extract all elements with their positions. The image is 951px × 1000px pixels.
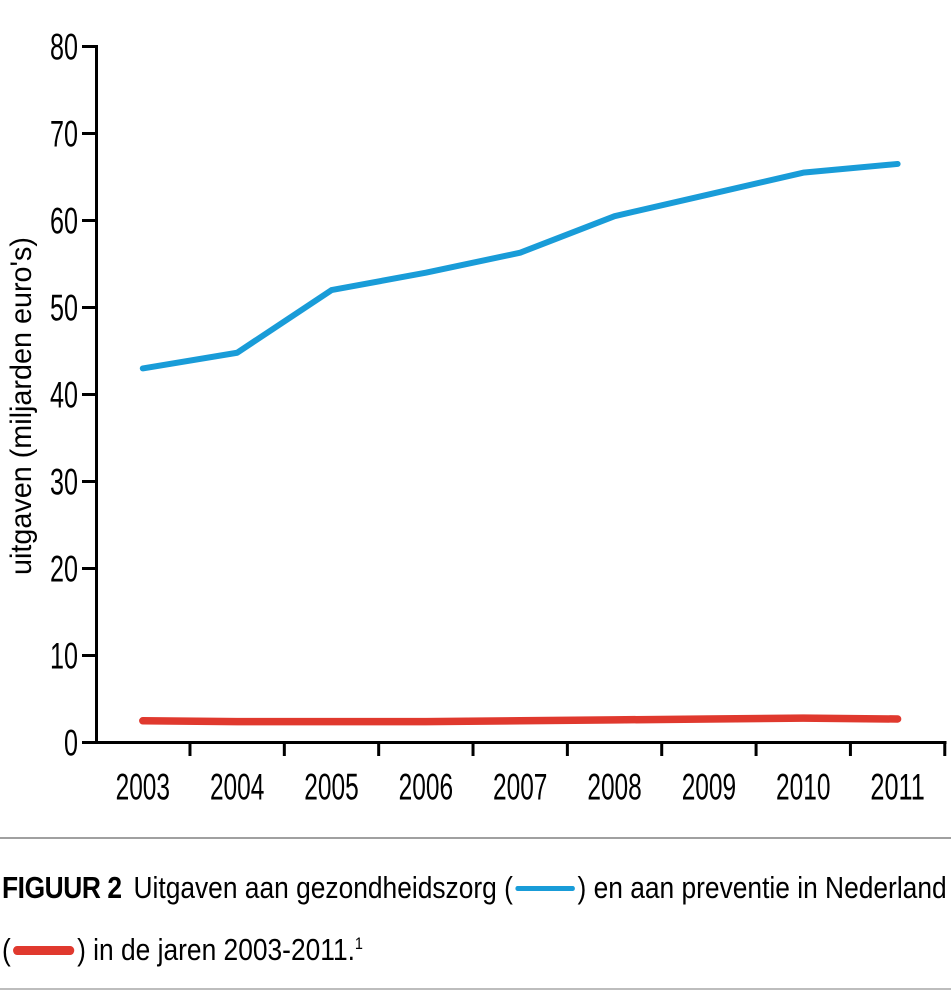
bottom-rule xyxy=(0,988,951,990)
y-axis-title: uitgaven (miljarden euro's) xyxy=(5,237,38,575)
x-tick-label: 2005 xyxy=(304,767,358,808)
y-tick-label: 80 xyxy=(50,27,78,68)
caption-text: Uitgaven aan gezondheidszorg ( xyxy=(133,870,513,905)
series-line-preventie xyxy=(139,714,902,726)
caption-text: ) en aan preventie in Nederland xyxy=(577,870,947,905)
figure-number-label: FIGUUR 2 xyxy=(2,870,122,905)
caption-line-1: FIGUUR 2 Uitgaven aan gezondheidszorg ( ) … xyxy=(2,860,947,916)
x-tick-label: 2004 xyxy=(210,767,264,808)
y-tick-label: 10 xyxy=(50,636,78,677)
y-tick-label: 60 xyxy=(50,201,78,242)
x-tick-label: 2003 xyxy=(116,767,170,808)
x-tick-label: 2008 xyxy=(587,767,641,808)
caption-text: ( xyxy=(2,932,11,967)
y-tick-label: 40 xyxy=(50,375,78,416)
y-tick-label: 20 xyxy=(50,549,78,590)
y-tick-label: 30 xyxy=(50,462,78,503)
footnote-marker: 1 xyxy=(354,934,363,953)
legend-line-preventie-icon xyxy=(13,946,75,955)
plot-series xyxy=(139,160,902,726)
figure-caption: FIGUUR 2 Uitgaven aan gezondheidszorg ( ) … xyxy=(2,860,951,978)
x-tick-label: 2010 xyxy=(776,767,830,808)
series-line-gezondheidszorg xyxy=(139,160,901,372)
caption-text: ) in de jaren 2003-2011. xyxy=(77,932,355,967)
x-tick-label: 2007 xyxy=(493,767,547,808)
y-tick-label: 0 xyxy=(64,723,78,764)
x-tick-label: 2006 xyxy=(399,767,453,808)
y-tick-label: 70 xyxy=(50,114,78,155)
caption-top-rule xyxy=(0,837,951,839)
caption-line-2: ( ) in de jaren 2003-2011.1 xyxy=(2,916,947,978)
x-tick-label: 2011 xyxy=(870,767,924,808)
y-axis: 0 10 20 30 40 50 60 70 80 xyxy=(50,27,95,764)
x-tick-label: 2009 xyxy=(682,767,736,808)
legend-line-gezondheidszorg-icon xyxy=(515,886,575,891)
x-axis: 2003 2004 2005 2006 2007 2008 2009 2010 2011 xyxy=(116,742,947,808)
y-tick-label: 50 xyxy=(50,288,78,329)
